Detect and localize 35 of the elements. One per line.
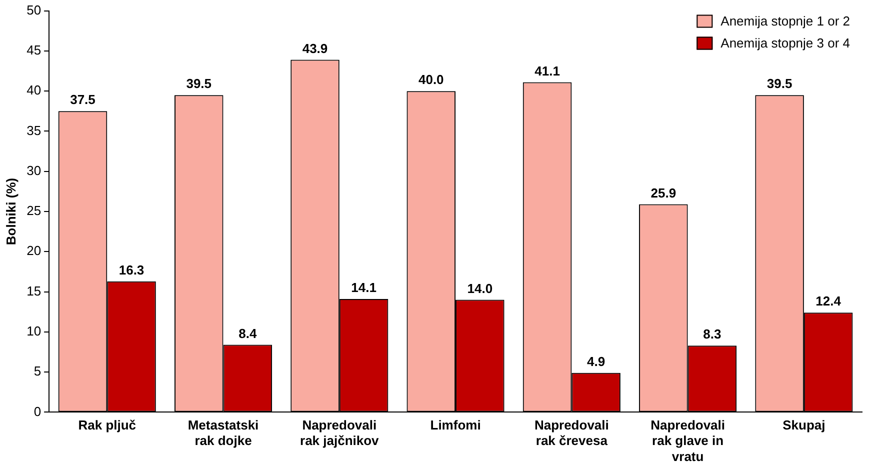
y-tick-label: 10 — [26, 324, 42, 338]
y-tick-label: 20 — [26, 243, 42, 258]
legend-label: Anemija stopnje 3 or 4 — [720, 35, 850, 50]
y-tick-label: 0 — [34, 404, 42, 419]
data-label: 14.0 — [467, 280, 493, 296]
data-label: 16.3 — [118, 262, 144, 278]
y-axis-title: Bolniki (%) — [3, 178, 18, 246]
data-label: 40.0 — [418, 72, 444, 88]
x-tick-label: Rak pljuč — [78, 418, 136, 433]
y-tick-label: 5 — [34, 364, 42, 379]
data-label: 14.1 — [351, 280, 376, 296]
y-tick-label: 15 — [26, 283, 42, 298]
legend-label: Anemija stopnje 1 or 2 — [720, 13, 850, 28]
x-tick-label: Skupaj — [782, 418, 826, 433]
data-label: 8.4 — [238, 326, 258, 341]
y-tick-label: 25 — [26, 203, 42, 218]
data-label: 41.1 — [534, 63, 560, 78]
data-label: 39.5 — [766, 76, 792, 92]
y-tick-label: 30 — [26, 162, 42, 178]
data-label: 8.3 — [703, 326, 722, 342]
x-tick-label: Limfomi — [430, 418, 481, 433]
data-label: 39.5 — [186, 76, 212, 92]
data-label: 4.9 — [587, 354, 606, 369]
x-tick-label: Napredovali rak črevesa — [534, 418, 609, 448]
y-tick-label: 45 — [26, 42, 42, 58]
x-tick-label: Napredovali rak glave in vratu — [650, 418, 726, 464]
x-tick-label: Napredovali rak jajčnikov — [300, 418, 380, 448]
data-label: 12.4 — [816, 294, 842, 309]
data-label: 25.9 — [650, 185, 676, 200]
y-tick-label: 40 — [26, 82, 42, 98]
data-label: 37.5 — [70, 92, 96, 108]
data-label: 43.9 — [302, 40, 328, 56]
y-tick-label: 50 — [26, 2, 42, 18]
y-tick-label: 35 — [26, 122, 42, 138]
x-tick-label: Metastatski rak dojke — [188, 418, 259, 448]
